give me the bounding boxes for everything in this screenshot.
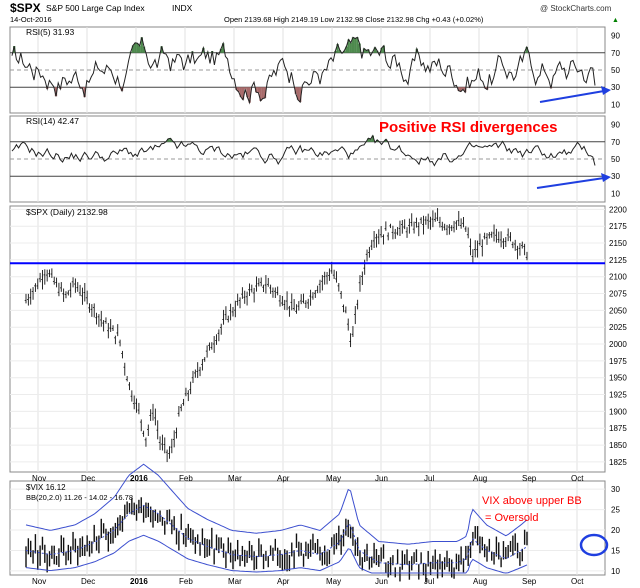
rsi14-divergence-arrow	[536, 177, 605, 189]
month-label: May	[326, 577, 341, 586]
rsi-line	[11, 134, 596, 167]
vix-tick-label: 25	[611, 506, 620, 515]
month-label: Jun	[375, 474, 388, 483]
vix-annotation-line2: = Oversold	[485, 512, 539, 524]
vix-bb-subtitle: BB(20,2.0) 11.26 - 14.02 - 16.78	[26, 493, 133, 502]
price-tick-label: 1850	[609, 441, 627, 450]
price-tick-label: 2125	[609, 256, 627, 265]
month-label: Jun	[375, 577, 388, 586]
price-tick-label: 1950	[609, 374, 627, 383]
rsi5-panel	[10, 36, 605, 105]
price-tick-label: 1900	[609, 407, 627, 416]
month-label: Dec	[81, 577, 95, 586]
price-panel	[10, 208, 605, 463]
header-exchange: INDX	[172, 3, 193, 13]
vix-upper-band	[25, 463, 528, 545]
rsi-tick-label: 70	[611, 49, 620, 58]
vix-panel	[25, 463, 528, 583]
vix-title: $VIX 16.12	[26, 483, 66, 492]
month-label: Feb	[179, 474, 193, 483]
vix-tick-label: 10	[611, 567, 620, 576]
rsi-tick-label: 50	[611, 155, 620, 164]
month-label: May	[326, 474, 341, 483]
month-label: Aug	[473, 577, 487, 586]
price-tick-label: 2025	[609, 323, 627, 332]
price-title: $SPX (Daily) 2132.98	[26, 207, 108, 217]
month-label: 2016	[130, 577, 148, 586]
price-tick-label: 1925	[609, 391, 627, 400]
header-symbol: $SPX	[10, 1, 41, 15]
rsi14-panel	[10, 134, 605, 177]
month-label: 2016	[130, 474, 148, 483]
month-label: Oct	[571, 474, 584, 483]
month-label: Apr	[277, 577, 290, 586]
rsi-tick-label: 70	[611, 138, 620, 147]
vix-tick-label: 15	[611, 546, 620, 555]
rsi5-divergence-arrow	[539, 90, 605, 103]
month-label: Mar	[228, 577, 242, 586]
panel-frame	[9, 205, 606, 473]
price-tick-label: 2200	[609, 205, 627, 214]
rsi-line	[11, 36, 596, 105]
axis-labels: Nov Nov Dec Dec 2016 2016 Feb Feb Mar Mar Apr Apr Ma…	[32, 32, 627, 586]
month-label: Sep	[522, 474, 537, 483]
price-tick-label: 2100	[609, 273, 627, 282]
month-label: Sep	[522, 577, 537, 586]
rsi5-arrow-head	[601, 86, 611, 95]
month-label: Dec	[81, 474, 95, 483]
price-tick-label: 2150	[609, 239, 627, 248]
month-label: Mar	[228, 474, 242, 483]
price-tick-label: 1975	[609, 357, 627, 366]
month-label: Oct	[571, 577, 584, 586]
price-tick-label: 2075	[609, 290, 627, 299]
month-label: Jul	[424, 474, 434, 483]
watermark: @ StockCharts.com	[540, 4, 612, 13]
rsi-divergence-label: Positive RSI divergences	[379, 119, 557, 136]
vix-tick-label: 30	[611, 485, 620, 494]
vix-lower-band	[25, 534, 528, 574]
price-tick-label: 1825	[609, 458, 627, 467]
month-label: Jul	[424, 577, 434, 586]
panel-frame	[9, 480, 606, 576]
rsi-tick-label: 10	[611, 189, 620, 198]
header-name: S&P 500 Large Cap Index	[46, 3, 145, 13]
panel-frames	[9, 26, 606, 576]
price-tick-label: 2000	[609, 340, 627, 349]
rsi-tick-label: 50	[611, 66, 620, 75]
month-label: Feb	[179, 577, 193, 586]
header-ohlc: Open 2139.68 High 2149.19 Low 2132.98 Cl…	[224, 15, 484, 24]
month-label: Apr	[277, 474, 290, 483]
rsi-tick-label: 90	[611, 121, 620, 130]
rsi-tick-label: 10	[611, 100, 620, 109]
month-label: Nov	[32, 474, 46, 483]
vix-annotation-line1: VIX above upper BB	[482, 495, 582, 507]
rsi14-arrow-head	[601, 173, 611, 182]
rsi-tick-label: 30	[611, 83, 620, 92]
rsi5-title: RSI(5) 31.93	[26, 27, 74, 37]
rsi-tick-label: 90	[611, 32, 620, 41]
price-tick-label: 2050	[609, 306, 627, 315]
price-tick-label: 1875	[609, 424, 627, 433]
header-date: 14-Oct-2016	[10, 15, 52, 24]
vix-tick-label: 20	[611, 526, 620, 535]
rsi14-title: RSI(14) 42.47	[26, 116, 79, 126]
month-label: Nov	[32, 577, 46, 586]
vix-oversold-circle	[579, 533, 609, 557]
month-label: Aug	[473, 474, 487, 483]
price-tick-label: 2175	[609, 222, 627, 231]
vix-middle-band	[25, 504, 528, 566]
rsi-tick-label: 30	[611, 172, 620, 181]
chg-up-arrow-icon: ▲	[612, 17, 619, 24]
